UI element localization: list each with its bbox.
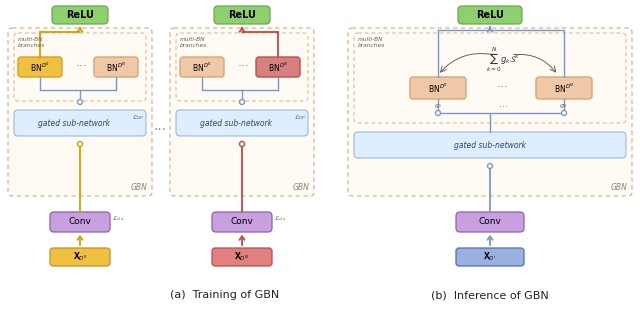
Text: $\mathrm{BN}^{D^0}$: $\mathrm{BN}^{D^0}$ — [192, 60, 212, 74]
Text: Conv: Conv — [230, 218, 253, 227]
Text: $\mathrm{BN}^{D^0}$: $\mathrm{BN}^{D^0}$ — [30, 60, 50, 74]
FancyBboxPatch shape — [214, 6, 270, 24]
FancyBboxPatch shape — [348, 28, 632, 196]
Text: ···: ··· — [238, 60, 250, 73]
Circle shape — [77, 100, 83, 104]
Text: $\mathbf{X}_{D^N}$: $\mathbf{X}_{D^N}$ — [234, 251, 250, 263]
Text: ···: ··· — [497, 82, 509, 95]
Circle shape — [239, 141, 244, 147]
Text: gated sub-network: gated sub-network — [200, 118, 272, 127]
FancyBboxPatch shape — [458, 6, 522, 24]
Circle shape — [239, 100, 244, 104]
FancyBboxPatch shape — [456, 212, 524, 232]
Text: (b)  Inference of GBN: (b) Inference of GBN — [431, 290, 549, 300]
Text: GBN: GBN — [131, 183, 148, 192]
Text: $\mathrm{BN}^{D^N}$: $\mathrm{BN}^{D^N}$ — [268, 60, 288, 74]
Text: ReLU: ReLU — [228, 10, 256, 20]
FancyBboxPatch shape — [212, 248, 272, 266]
FancyBboxPatch shape — [180, 57, 224, 77]
Text: ReLU: ReLU — [476, 10, 504, 20]
Text: Conv: Conv — [68, 218, 92, 227]
Text: gated sub-network: gated sub-network — [38, 118, 110, 127]
FancyBboxPatch shape — [536, 77, 592, 99]
FancyBboxPatch shape — [212, 212, 272, 232]
Text: $\mathrm{BN}^{D^N}$: $\mathrm{BN}^{D^N}$ — [106, 60, 126, 74]
FancyBboxPatch shape — [52, 6, 108, 24]
FancyBboxPatch shape — [18, 57, 62, 77]
Text: $\sum_{k=0}^{N}g_k\mathcal{S}^k$: $\sum_{k=0}^{N}g_k\mathcal{S}^k$ — [486, 45, 520, 74]
FancyBboxPatch shape — [176, 33, 308, 101]
Circle shape — [488, 163, 493, 169]
Text: $\mathbf{X}_{D'}$: $\mathbf{X}_{D'}$ — [483, 251, 497, 263]
Text: GBN: GBN — [293, 183, 310, 192]
Text: ReLU: ReLU — [66, 10, 94, 20]
Text: $\mathcal{L}_{cls}$: $\mathcal{L}_{cls}$ — [112, 214, 124, 223]
Text: ···: ··· — [76, 60, 88, 73]
Text: ···: ··· — [154, 123, 166, 137]
Text: $\mathbf{X}_{D^0}$: $\mathbf{X}_{D^0}$ — [73, 251, 87, 263]
FancyBboxPatch shape — [94, 57, 138, 77]
Text: Conv: Conv — [479, 218, 501, 227]
Text: $g_N$: $g_N$ — [559, 102, 568, 110]
Text: multi-BN
branches: multi-BN branches — [18, 37, 45, 48]
Circle shape — [561, 110, 566, 116]
Circle shape — [435, 110, 440, 116]
Text: (a)  Training of GBN: (a) Training of GBN — [170, 290, 280, 300]
Text: $\mathcal{L}_{DP}$: $\mathcal{L}_{DP}$ — [294, 113, 306, 122]
Text: $\mathcal{L}_{cls}$: $\mathcal{L}_{cls}$ — [274, 214, 286, 223]
FancyBboxPatch shape — [456, 248, 524, 266]
Text: multi-BN
branches: multi-BN branches — [180, 37, 207, 48]
FancyBboxPatch shape — [14, 33, 146, 101]
Text: $\mathrm{BN}^{D^N}$: $\mathrm{BN}^{D^N}$ — [554, 81, 574, 95]
FancyBboxPatch shape — [410, 77, 466, 99]
FancyBboxPatch shape — [50, 212, 110, 232]
FancyBboxPatch shape — [14, 110, 146, 136]
Text: gated sub-network: gated sub-network — [454, 140, 526, 149]
Text: $g_0$: $g_0$ — [434, 102, 442, 110]
Text: ···: ··· — [499, 102, 508, 112]
Circle shape — [77, 141, 83, 147]
Text: $\mathrm{BN}^{D^0}$: $\mathrm{BN}^{D^0}$ — [428, 81, 448, 95]
FancyBboxPatch shape — [50, 248, 110, 266]
FancyBboxPatch shape — [176, 110, 308, 136]
Text: GBN: GBN — [611, 183, 628, 192]
Text: $\mathcal{L}_{DP}$: $\mathcal{L}_{DP}$ — [132, 113, 144, 122]
Text: multi-BN
branches: multi-BN branches — [358, 37, 385, 48]
FancyBboxPatch shape — [8, 28, 152, 196]
FancyBboxPatch shape — [354, 33, 626, 123]
FancyBboxPatch shape — [354, 132, 626, 158]
FancyBboxPatch shape — [170, 28, 314, 196]
FancyBboxPatch shape — [256, 57, 300, 77]
